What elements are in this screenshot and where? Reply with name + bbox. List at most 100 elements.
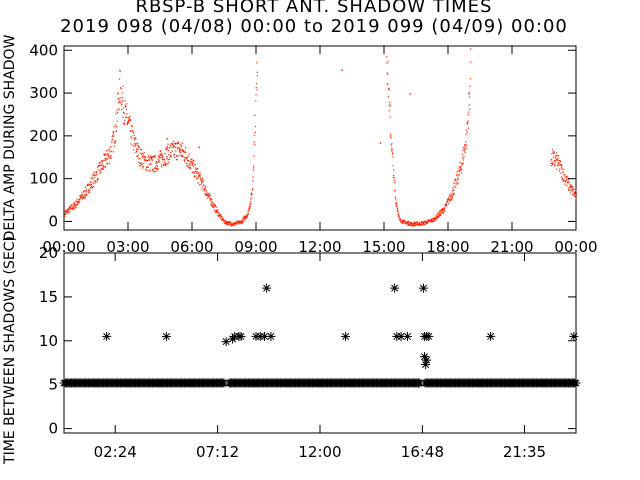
delta-amp-point <box>126 123 128 126</box>
time-between-point <box>424 331 434 341</box>
delta-amp-point <box>97 178 100 180</box>
delta-amp-point <box>438 215 440 217</box>
delta-amp-point <box>182 155 184 157</box>
delta-amp-point <box>450 198 452 200</box>
delta-amp-point <box>117 108 119 110</box>
delta-amp-point <box>143 151 145 154</box>
delta-amp-point <box>403 220 405 222</box>
delta-amp-y-tick-label: 300 <box>29 84 58 102</box>
delta-amp-point <box>92 187 94 189</box>
delta-amp-point <box>435 219 437 221</box>
figure-title: RBSP-B SHORT ANT. SHADOW TIMES <box>136 0 493 17</box>
delta-amp-point <box>148 164 150 166</box>
delta-amp-point <box>202 186 204 188</box>
delta-amp-point <box>392 177 394 179</box>
delta-amp-point <box>107 155 109 157</box>
delta-amp-point <box>156 166 158 168</box>
delta-amp-point <box>145 168 147 170</box>
delta-amp-point <box>137 142 139 144</box>
delta-amp-point <box>180 145 182 148</box>
delta-amp-point <box>435 218 437 220</box>
delta-amp-point <box>185 158 187 160</box>
delta-amp-point <box>422 223 425 225</box>
delta-amp-point <box>454 178 456 180</box>
delta-amp-point <box>145 169 147 171</box>
delta-amp-point <box>464 148 466 151</box>
delta-amp-point <box>246 216 248 218</box>
delta-amp-point <box>102 167 104 169</box>
delta-amp-point <box>76 198 78 200</box>
delta-amp-point <box>119 78 121 80</box>
delta-amp-point <box>203 190 205 192</box>
delta-amp-point <box>176 159 178 161</box>
delta-amp-point <box>238 220 241 222</box>
delta-amp-point <box>100 169 102 171</box>
delta-amp-point <box>572 194 574 196</box>
delta-amp-point <box>156 164 158 167</box>
delta-amp-point <box>421 222 424 224</box>
delta-amp-point <box>174 156 176 159</box>
delta-amp-point <box>556 159 558 161</box>
delta-amp-point <box>146 160 148 162</box>
delta-amp-point <box>89 188 91 190</box>
delta-amp-point <box>397 213 399 215</box>
delta-amp-point <box>199 177 201 179</box>
time-between-x-tick-label: 12:00 <box>298 443 341 461</box>
delta-amp-point <box>202 177 204 179</box>
delta-amp-point <box>125 108 128 110</box>
delta-amp-point <box>462 162 464 164</box>
delta-amp-point <box>199 174 201 176</box>
delta-amp-point <box>98 162 100 164</box>
delta-amp-point <box>163 159 165 161</box>
delta-amp-point <box>406 222 408 225</box>
delta-amp-point <box>573 193 575 195</box>
delta-amp-point <box>217 210 219 212</box>
delta-amp-point <box>407 224 409 226</box>
delta-amp-point <box>202 179 204 181</box>
delta-amp-point <box>457 178 459 180</box>
delta-amp-point <box>140 162 142 164</box>
delta-amp-point <box>226 220 228 223</box>
delta-amp-x-tick-label: 03:00 <box>106 238 149 256</box>
delta-amp-point <box>151 156 153 158</box>
delta-amp-point <box>143 156 145 158</box>
delta-amp-point <box>449 200 451 202</box>
delta-amp-point <box>426 221 428 223</box>
delta-amp-point <box>563 168 565 171</box>
delta-amp-point <box>195 171 197 173</box>
delta-amp-point <box>398 215 400 217</box>
delta-amp-point <box>67 212 69 214</box>
delta-amp-point <box>443 209 445 211</box>
delta-amp-point <box>129 130 131 132</box>
delta-amp-point <box>386 72 388 74</box>
delta-amp-point <box>154 155 156 157</box>
delta-amp-point <box>245 216 247 218</box>
delta-amp-point <box>159 161 161 163</box>
delta-amp-point <box>138 145 140 148</box>
delta-amp-point <box>451 194 453 196</box>
delta-amp-point <box>155 161 157 163</box>
delta-amp-point <box>164 163 166 166</box>
delta-amp-point <box>455 181 457 183</box>
delta-amp-point <box>218 215 220 217</box>
delta-amp-point <box>68 208 70 210</box>
delta-amp-point <box>191 158 193 160</box>
delta-amp-point <box>125 105 127 107</box>
delta-amp-point <box>128 121 130 123</box>
delta-amp-point <box>459 170 461 172</box>
delta-amp-point <box>93 173 95 175</box>
delta-amp-point <box>567 177 569 179</box>
delta-amp-point <box>186 165 188 167</box>
delta-amp-point <box>144 155 146 157</box>
delta-amp-point <box>191 164 193 166</box>
delta-amp-point <box>563 179 565 181</box>
delta-amp-point <box>214 204 216 207</box>
delta-amp-point <box>119 69 121 72</box>
delta-amp-point <box>425 223 427 225</box>
delta-amp-point <box>431 220 433 222</box>
delta-amp-point <box>451 195 453 197</box>
delta-amp-point <box>469 96 471 98</box>
delta-amp-point <box>95 182 97 184</box>
delta-amp-point <box>215 210 217 212</box>
